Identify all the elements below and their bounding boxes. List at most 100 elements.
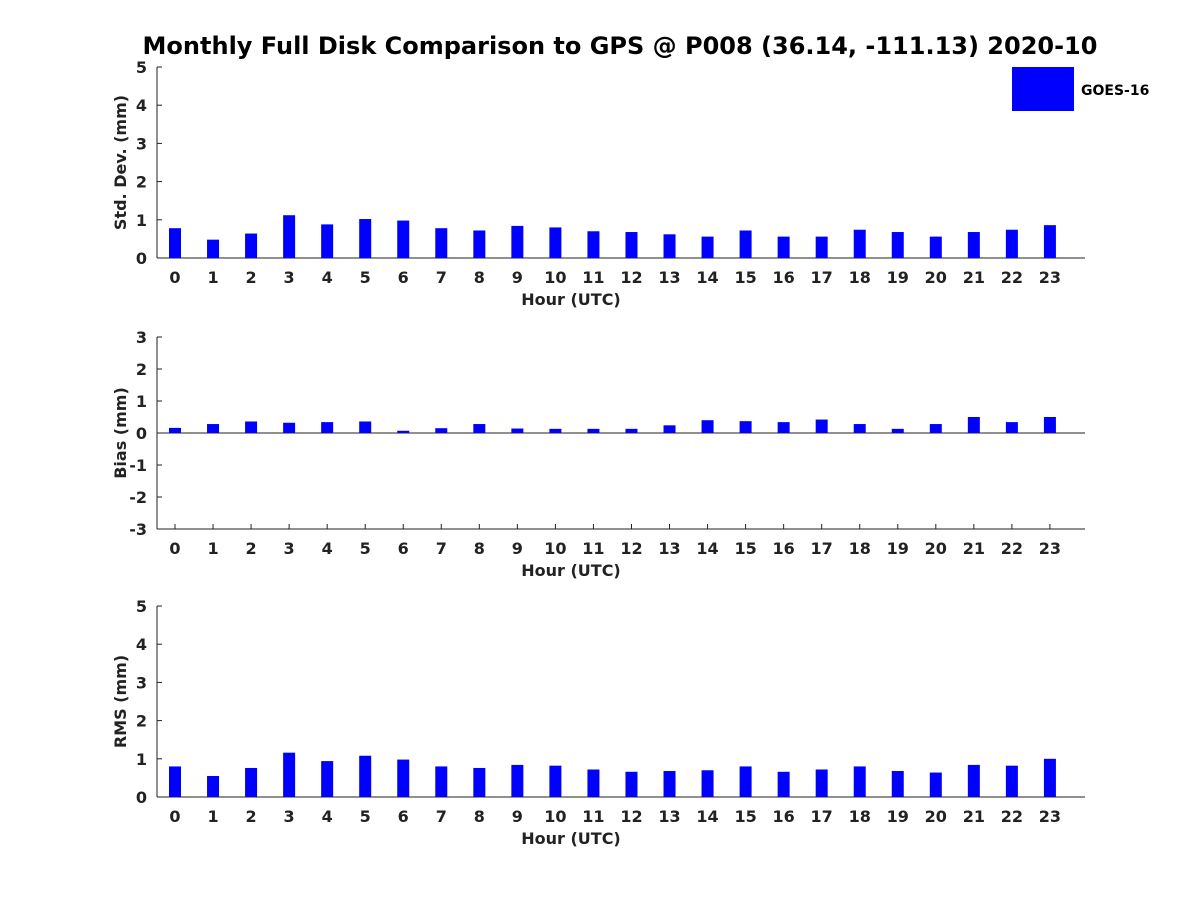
y-tick-label: 1 xyxy=(136,750,147,769)
x-tick-label: 0 xyxy=(169,268,180,287)
bar xyxy=(435,428,448,433)
x-axis-label: Hour (UTC) xyxy=(521,829,621,848)
bar xyxy=(321,422,334,433)
bar xyxy=(663,425,676,433)
x-tick-label: 14 xyxy=(696,539,718,558)
x-tick-label: 10 xyxy=(544,268,566,287)
bar xyxy=(549,428,562,433)
y-axis-label: Bias (mm) xyxy=(111,387,130,479)
x-tick-label: 17 xyxy=(811,539,833,558)
y-tick-label: 4 xyxy=(136,96,147,115)
x-tick-label: 2 xyxy=(246,807,257,826)
x-tick-label: 21 xyxy=(963,268,985,287)
y-tick-label: 4 xyxy=(136,635,147,654)
x-tick-label: 9 xyxy=(512,268,523,287)
bar xyxy=(397,430,410,433)
y-tick-label: 2 xyxy=(136,173,147,192)
x-tick-label: 21 xyxy=(963,539,985,558)
x-tick-label: 16 xyxy=(773,268,795,287)
x-tick-label: 14 xyxy=(696,268,718,287)
bar xyxy=(511,428,524,433)
x-tick-label: 13 xyxy=(658,268,680,287)
bar xyxy=(625,428,638,433)
bar xyxy=(625,232,638,258)
bar xyxy=(815,236,828,258)
bar xyxy=(549,765,562,797)
x-tick-label: 19 xyxy=(887,807,909,826)
bar xyxy=(739,766,752,797)
bar xyxy=(663,771,676,797)
x-tick-label: 5 xyxy=(360,539,371,558)
bar xyxy=(207,424,220,433)
bar xyxy=(245,421,258,433)
x-tick-label: 5 xyxy=(360,268,371,287)
x-tick-label: 8 xyxy=(474,268,485,287)
x-tick-label: 19 xyxy=(887,268,909,287)
bar xyxy=(815,419,828,433)
bar xyxy=(1005,229,1018,258)
bar xyxy=(777,771,790,797)
bar xyxy=(359,219,372,258)
x-tick-label: 22 xyxy=(1001,268,1023,287)
x-tick-label: 10 xyxy=(544,807,566,826)
bar xyxy=(169,427,181,433)
bar xyxy=(891,232,904,258)
bar xyxy=(321,761,334,797)
y-axis-label: RMS (mm) xyxy=(111,655,130,748)
x-tick-label: 15 xyxy=(734,807,756,826)
bar xyxy=(815,769,828,797)
x-tick-label: 1 xyxy=(207,539,218,558)
x-tick-label: 8 xyxy=(474,539,485,558)
x-tick-label: 21 xyxy=(963,807,985,826)
x-tick-label: 17 xyxy=(811,268,833,287)
x-tick-label: 6 xyxy=(398,807,409,826)
bar xyxy=(777,422,790,433)
x-tick-label: 20 xyxy=(925,539,947,558)
legend-swatch xyxy=(1012,67,1074,111)
x-tick-label: 2 xyxy=(246,539,257,558)
x-tick-label: 18 xyxy=(849,807,871,826)
y-tick-label: 5 xyxy=(136,597,147,616)
x-tick-label: 23 xyxy=(1039,807,1061,826)
bar xyxy=(245,767,258,797)
bar xyxy=(245,233,258,258)
bar xyxy=(701,236,714,258)
x-tick-label: 0 xyxy=(169,807,180,826)
bar xyxy=(169,766,181,797)
x-tick-label: 13 xyxy=(658,807,680,826)
bar xyxy=(511,764,524,797)
x-tick-label: 3 xyxy=(284,539,295,558)
bar xyxy=(853,766,866,797)
y-axis-label: Std. Dev. (mm) xyxy=(111,95,130,230)
x-tick-label: 10 xyxy=(544,539,566,558)
bar xyxy=(435,228,448,258)
y-tick-label: 1 xyxy=(136,211,147,230)
bar xyxy=(169,228,181,258)
x-tick-label: 6 xyxy=(398,268,409,287)
bar xyxy=(1043,758,1056,797)
y-tick-label: 0 xyxy=(136,424,147,443)
x-tick-label: 0 xyxy=(169,539,180,558)
x-tick-label: 4 xyxy=(322,807,333,826)
bar xyxy=(1043,417,1056,433)
x-axis-label: Hour (UTC) xyxy=(521,561,621,580)
bar xyxy=(701,420,714,433)
x-tick-label: 13 xyxy=(658,539,680,558)
x-tick-label: 4 xyxy=(322,539,333,558)
y-tick-label: 2 xyxy=(136,360,147,379)
bar xyxy=(891,428,904,433)
bar xyxy=(473,767,486,797)
x-tick-label: 22 xyxy=(1001,807,1023,826)
bar xyxy=(891,771,904,797)
x-tick-label: 8 xyxy=(474,807,485,826)
x-tick-label: 15 xyxy=(734,539,756,558)
y-tick-label: 3 xyxy=(136,134,147,153)
bar xyxy=(359,421,372,433)
x-tick-label: 1 xyxy=(207,268,218,287)
bar xyxy=(1005,422,1018,433)
x-tick-label: 9 xyxy=(512,539,523,558)
